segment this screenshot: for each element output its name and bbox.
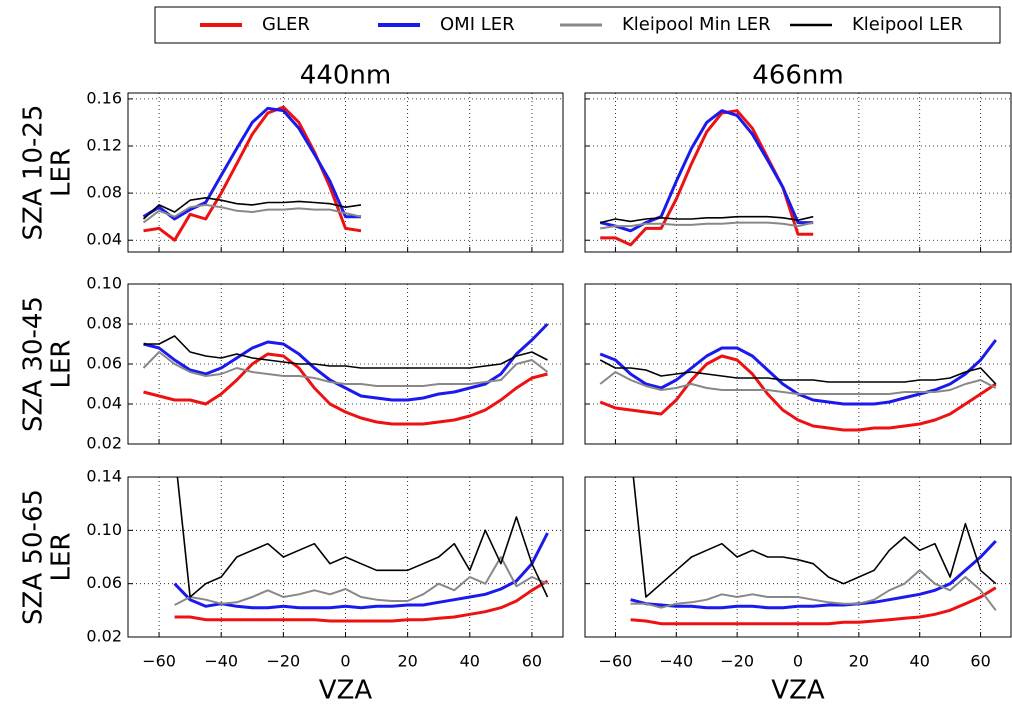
series-line: [600, 215, 814, 224]
plot-frame: [127, 283, 564, 445]
y-axis-label: LER: [47, 533, 77, 582]
x-tick-label: 60: [970, 652, 990, 671]
y-tick-label: 0.08: [86, 183, 122, 202]
series-line: [143, 352, 548, 426]
legend-label: OMI LER: [440, 14, 515, 35]
series-line: [174, 556, 548, 606]
x-tick-label: −40: [204, 652, 238, 671]
panel: 466nm: [584, 61, 1012, 253]
legend-label: GLER: [262, 14, 310, 35]
column-title: 440nm: [300, 61, 391, 91]
series-line: [142, 203, 362, 224]
y-tick-label: 0.10: [86, 520, 122, 539]
panel: −60 −40 −20 0 20 40 60 VZA: [584, 476, 1012, 706]
x-tick-label: 20: [397, 652, 417, 671]
x-tick-label: −20: [720, 652, 754, 671]
series-line: [143, 335, 548, 369]
panel: [584, 283, 1012, 445]
x-tick-label: −60: [599, 652, 633, 671]
plot-frame: [127, 476, 564, 638]
y-tick-label: 0.04: [86, 230, 122, 249]
series-line: [599, 354, 997, 432]
x-axis-label: VZA: [319, 676, 373, 706]
y-tick-label: 0.02: [86, 434, 122, 453]
x-tick-label: 0: [793, 652, 803, 671]
x-tick-label: −60: [142, 652, 176, 671]
plot-frame: [584, 476, 1012, 638]
series-line: [142, 351, 549, 387]
series-line: [600, 109, 814, 247]
column-title: 466nm: [752, 61, 843, 91]
series-line: [142, 106, 361, 221]
y-tick-label: 0.06: [86, 354, 122, 373]
y-axis-label: SZA 10-25: [19, 105, 49, 241]
y-axis-label: LER: [47, 340, 77, 389]
y-axis-label: SZA 30-45: [19, 296, 49, 432]
x-tick-label: 0: [340, 652, 350, 671]
plot-frame: [584, 92, 1012, 253]
x-axis-label: VZA: [771, 676, 825, 706]
series-line: [600, 221, 814, 230]
series-line: [174, 579, 549, 623]
x-tick-label: 40: [910, 652, 930, 671]
y-axis-label: LER: [47, 148, 77, 197]
series-line: [173, 532, 549, 610]
x-tick-label: 40: [460, 652, 480, 671]
series-line: [143, 105, 362, 242]
legend-label: Kleipool LER: [852, 14, 963, 35]
series-line: [143, 322, 549, 402]
series-line: [630, 569, 997, 611]
series-line: [599, 371, 997, 395]
panel: −60 −40 −20 0 20 40 60 0.02 0.06 0.10 0.14 VZA SZA 5…: [19, 467, 564, 706]
series-line: [599, 359, 997, 385]
x-tick-label: −20: [266, 652, 300, 671]
y-tick-label: 0.04: [86, 394, 122, 413]
y-tick-label: 0.12: [86, 136, 122, 155]
x-tick-label: 60: [522, 652, 542, 671]
x-tick-label: 20: [849, 652, 869, 671]
x-tick-label: −40: [659, 652, 693, 671]
series-line: [142, 197, 362, 220]
legend-label: Kleipool Min LER: [622, 14, 771, 35]
series-line: [630, 539, 997, 610]
y-tick-label: 0.16: [86, 88, 122, 107]
series-line: [599, 109, 814, 233]
y-axis-label: SZA 50-65: [19, 489, 49, 625]
series-line: [176, 477, 549, 598]
plot-frame: [127, 92, 564, 253]
y-tick-label: 0.10: [86, 274, 122, 293]
y-tick-label: 0.02: [86, 627, 122, 646]
y-tick-label: 0.06: [86, 573, 122, 592]
series-line: [630, 586, 997, 626]
series-line: [632, 477, 997, 598]
y-tick-label: 0.08: [86, 314, 122, 333]
plot-frame: [584, 283, 1012, 445]
y-tick-label: 0.14: [86, 467, 122, 486]
